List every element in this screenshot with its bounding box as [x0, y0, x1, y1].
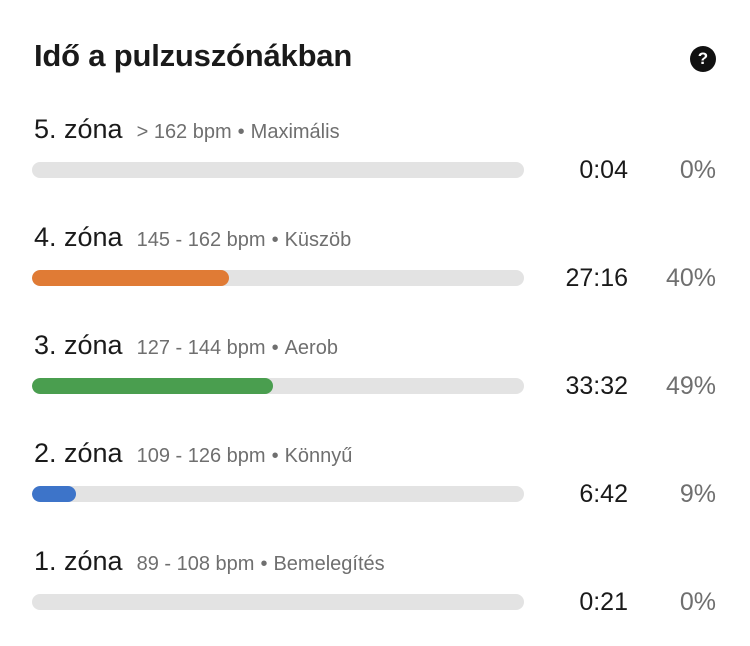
zone-percent: 40%: [665, 264, 716, 292]
zone-bpm-range: 89 - 108 bpm: [136, 553, 255, 575]
zone-row-1: 1. zóna 89 - 108 bpm • Bemelegítés 0:21 0%: [0, 546, 750, 646]
zone-description: Küszöb: [284, 229, 352, 251]
zone-description: Maximális: [250, 121, 340, 143]
zone-heading: 2. zóna 109 - 126 bpm • Könnyű: [34, 438, 352, 469]
zone-progress-track: [32, 270, 524, 286]
zone-heading: 5. zóna > 162 bpm • Maximális: [34, 114, 340, 145]
zone-progress-fill: [32, 270, 229, 286]
zone-bpm-range: 109 - 126 bpm: [136, 445, 266, 467]
separator-dot: •: [271, 445, 279, 467]
section-header: Idő a pulzuszónákban ?: [34, 36, 716, 82]
zone-name: 1. zóna: [34, 546, 123, 576]
zone-progress-track: [32, 594, 524, 610]
zone-progress-track: [32, 486, 524, 502]
zone-progress-track: [32, 378, 524, 394]
question-mark-icon[interactable]: ?: [690, 46, 716, 72]
zone-row-4: 4. zóna 145 - 162 bpm • Küszöb 27:16 40%: [0, 222, 750, 322]
zone-description: Aerob: [284, 337, 338, 359]
zone-heading: 1. zóna 89 - 108 bpm • Bemelegítés: [34, 546, 385, 577]
zone-time: 6:42: [579, 480, 628, 508]
zone-row-5: 5. zóna > 162 bpm • Maximális 0:04 0%: [0, 114, 750, 214]
zone-bpm-range: > 162 bpm: [136, 121, 232, 143]
zone-name: 4. zóna: [34, 222, 123, 252]
zone-description: Bemelegítés: [273, 553, 385, 575]
zone-percent: 49%: [665, 372, 716, 400]
zone-percent: 0%: [679, 156, 716, 184]
zone-bpm-range: 127 - 144 bpm: [136, 337, 266, 359]
zone-heading: 3. zóna 127 - 144 bpm • Aerob: [34, 330, 338, 361]
separator-dot: •: [237, 121, 245, 143]
zone-time: 33:32: [565, 372, 628, 400]
separator-dot: •: [271, 337, 279, 359]
zone-description: Könnyű: [284, 445, 353, 467]
zone-heading: 4. zóna 145 - 162 bpm • Küszöb: [34, 222, 351, 253]
zone-time: 27:16: [565, 264, 628, 292]
zone-row-3: 3. zóna 127 - 144 bpm • Aerob 33:32 49%: [0, 330, 750, 430]
zone-row-2: 2. zóna 109 - 126 bpm • Könnyű 6:42 9%: [0, 438, 750, 538]
separator-dot: •: [271, 229, 279, 251]
zone-progress-track: [32, 162, 524, 178]
separator-dot: •: [260, 553, 268, 575]
section-title: Idő a pulzuszónákban: [34, 38, 353, 73]
zone-percent: 9%: [679, 480, 716, 508]
zone-name: 2. zóna: [34, 438, 123, 468]
zone-percent: 0%: [679, 588, 716, 616]
zone-progress-fill: [32, 486, 77, 502]
zone-time: 0:21: [579, 588, 628, 616]
zone-time: 0:04: [579, 156, 628, 184]
zone-name: 3. zóna: [34, 330, 123, 360]
zone-bpm-range: 145 - 162 bpm: [136, 229, 266, 251]
zone-progress-fill: [32, 378, 274, 394]
zone-name: 5. zóna: [34, 114, 123, 144]
